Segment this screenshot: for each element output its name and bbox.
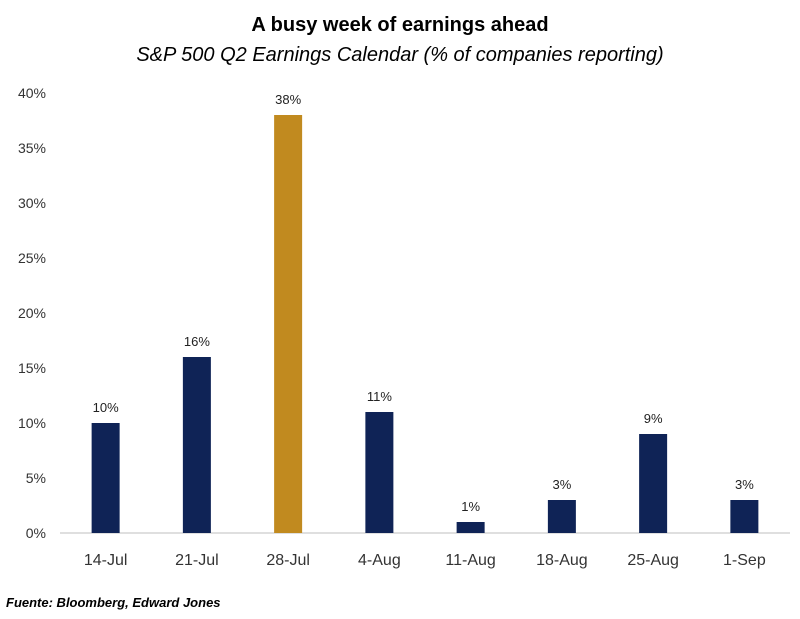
y-tick-label: 30% xyxy=(18,195,46,211)
x-tick-label: 21-Jul xyxy=(175,552,219,569)
source-note: Fuente: Bloomberg, Edward Jones xyxy=(6,595,221,610)
bar-11-aug xyxy=(456,522,485,533)
y-tick-label: 25% xyxy=(18,250,46,266)
y-tick-label: 35% xyxy=(18,140,46,156)
bar-1-sep xyxy=(730,500,759,533)
bar-18-aug xyxy=(547,500,576,533)
y-tick-label: 0% xyxy=(26,525,46,541)
data-label: 3% xyxy=(552,477,571,492)
data-label: 9% xyxy=(644,411,663,426)
x-tick-label: 4-Aug xyxy=(358,552,401,569)
bar-21-jul xyxy=(182,357,211,533)
x-tick-label: 18-Aug xyxy=(536,552,588,569)
bar-4-aug xyxy=(365,412,394,533)
y-tick-label: 15% xyxy=(18,360,46,376)
x-tick-label: 14-Jul xyxy=(84,552,128,569)
y-tick-label: 40% xyxy=(18,85,46,101)
bar-14-jul xyxy=(91,423,120,533)
data-label: 1% xyxy=(461,499,480,514)
y-tick-label: 10% xyxy=(18,415,46,431)
y-tick-label: 20% xyxy=(18,305,46,321)
x-tick-label: 11-Aug xyxy=(445,552,495,569)
chart-title: A busy week of earnings ahead xyxy=(251,14,549,36)
data-label: 11% xyxy=(367,389,392,404)
bar-28-jul xyxy=(274,115,303,533)
data-label: 38% xyxy=(275,92,301,107)
bar-25-aug xyxy=(639,434,668,533)
x-tick-label: 1-Sep xyxy=(723,552,766,569)
x-tick-label: 25-Aug xyxy=(627,552,679,569)
data-label: 3% xyxy=(735,477,754,492)
data-label: 10% xyxy=(93,400,119,415)
y-tick-label: 5% xyxy=(26,470,46,486)
chart-subtitle: S&P 500 Q2 Earnings Calendar (% of compa… xyxy=(136,44,664,66)
x-tick-label: 28-Jul xyxy=(266,552,310,569)
data-label: 16% xyxy=(184,334,210,349)
